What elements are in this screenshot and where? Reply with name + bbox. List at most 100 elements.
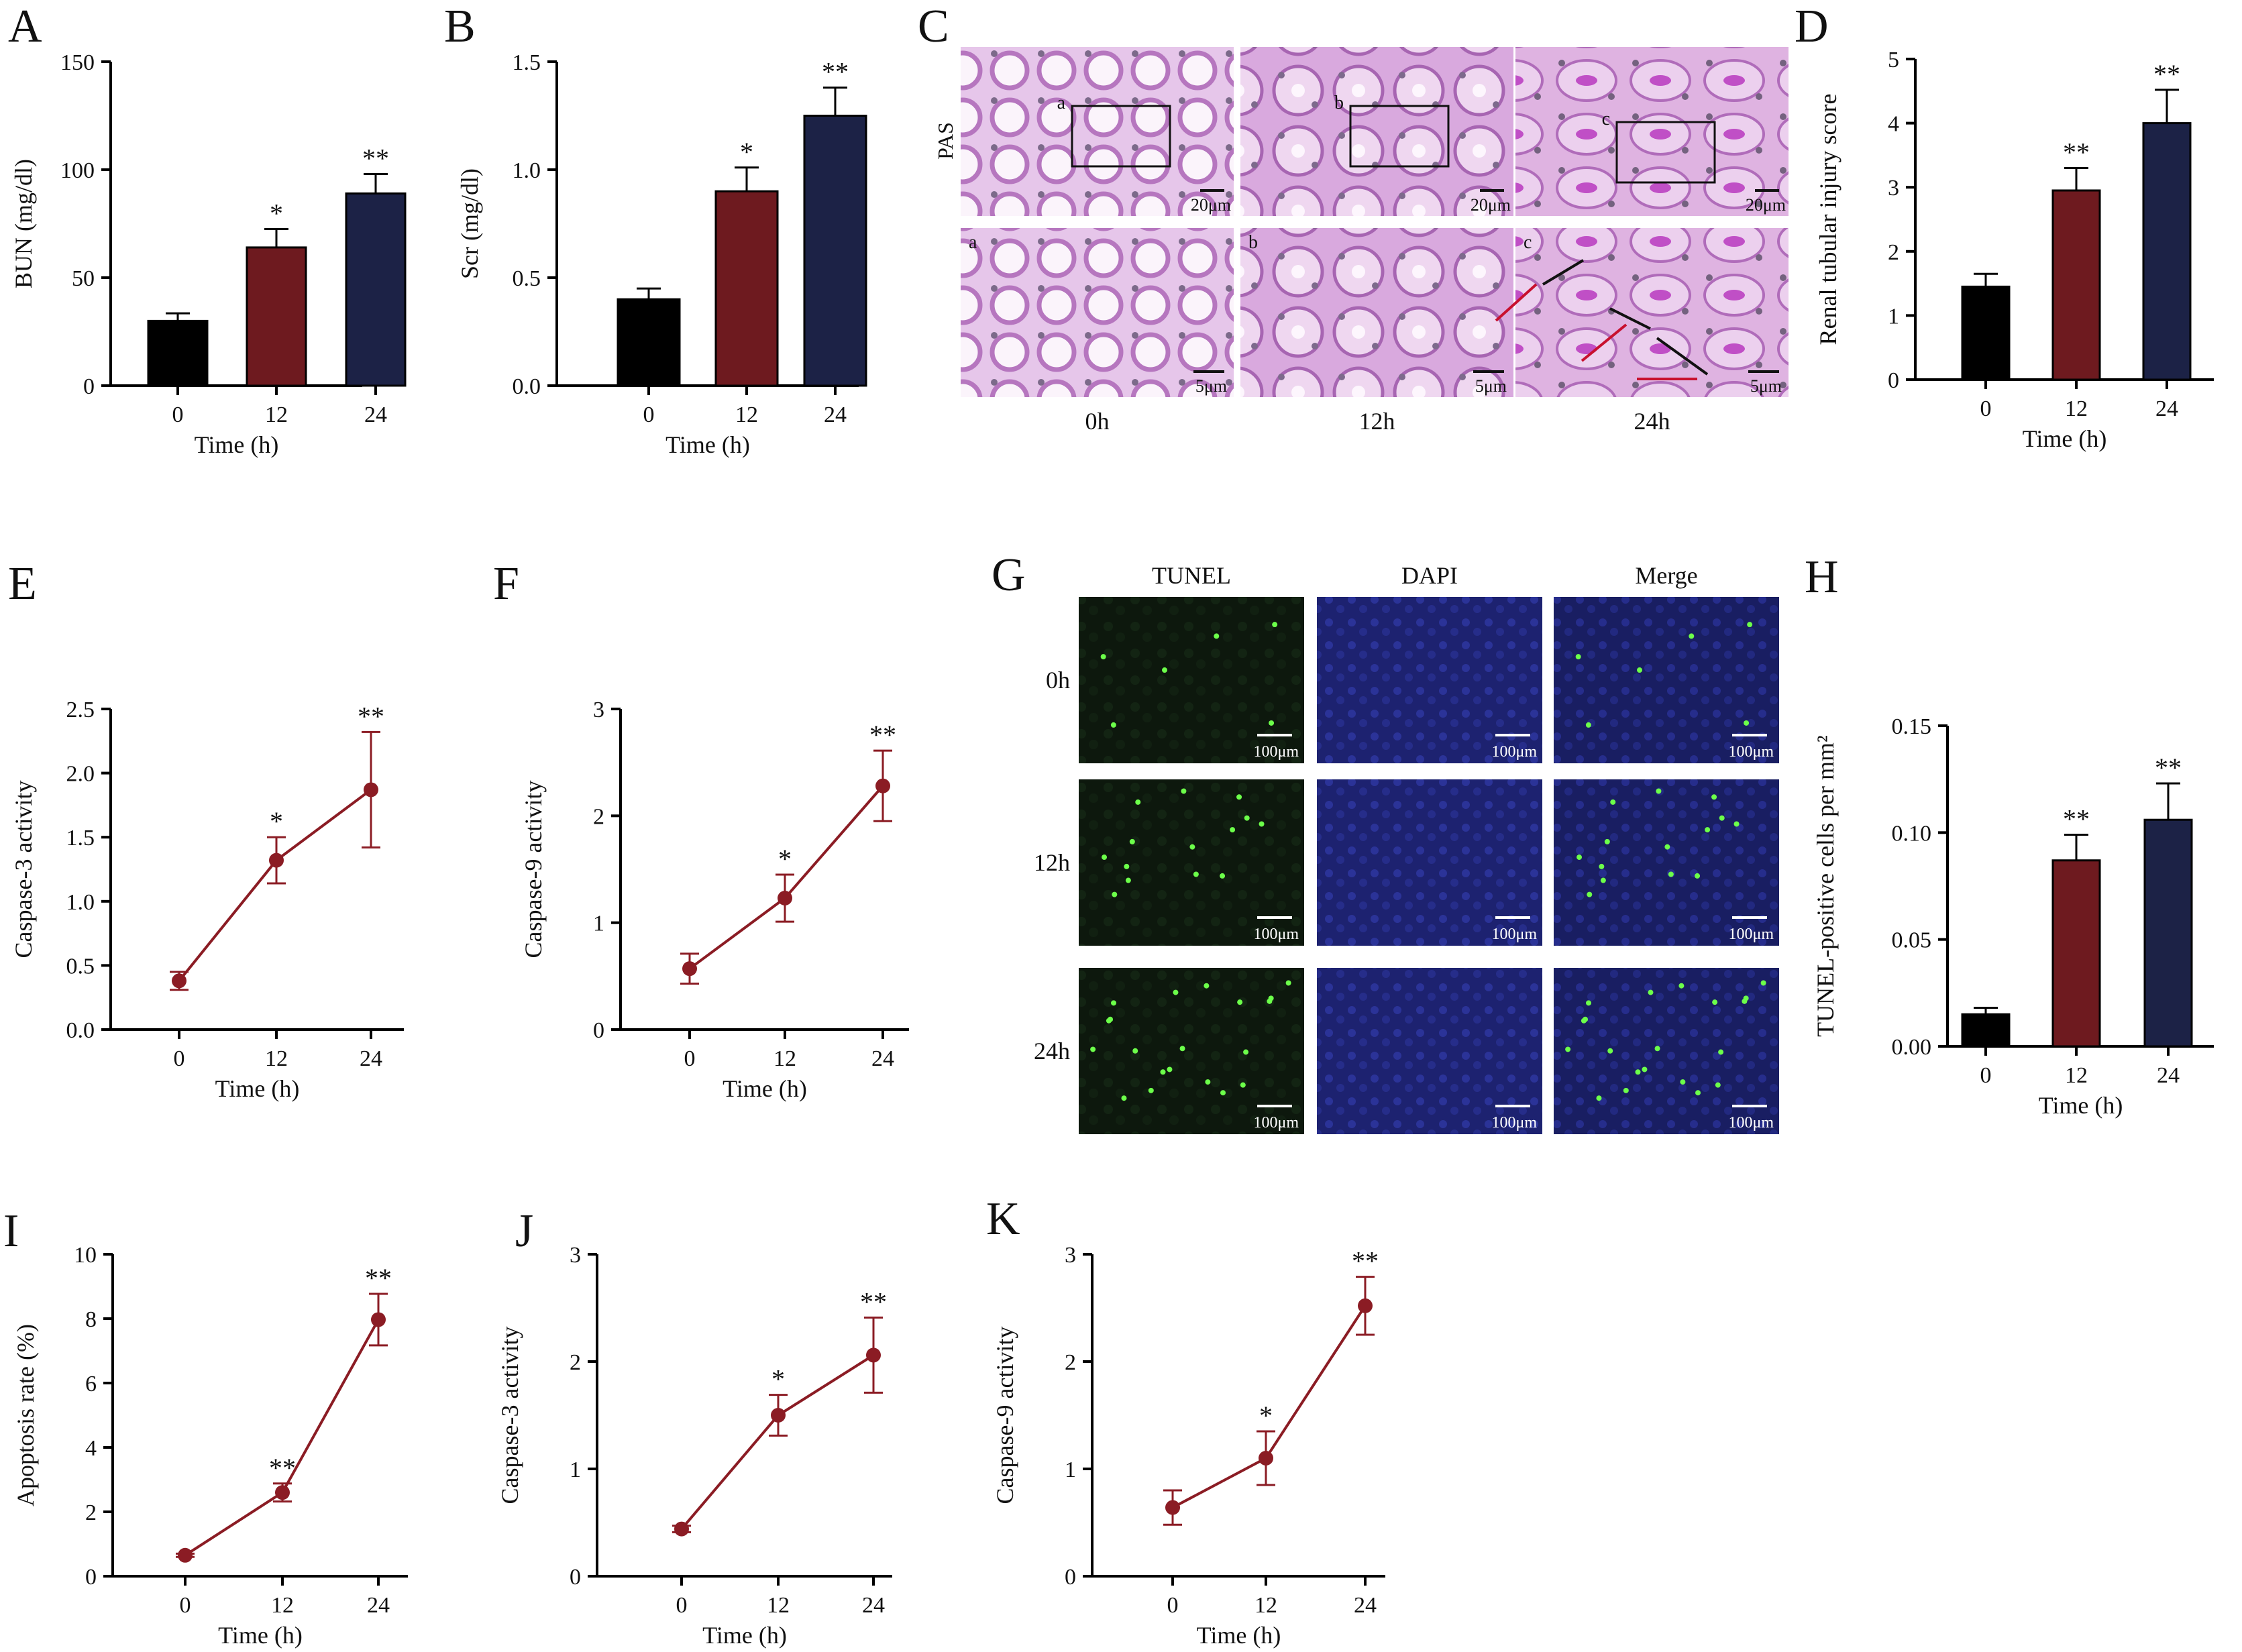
x-tick-label-J-0: 0 <box>676 1593 688 1618</box>
bar-H-1 <box>2051 859 2101 1048</box>
tunel-positive-dot <box>1181 788 1187 794</box>
pas-bottom-scale-label-2: 5μm <box>1750 376 1782 396</box>
pas-bottom-image-2 <box>1515 228 1789 397</box>
tunel-positive-dot <box>1607 1048 1613 1054</box>
tunel-col-header-0: TUNEL <box>1152 562 1231 589</box>
sig-label-H-2: ** <box>2155 753 2182 783</box>
x-axis-label-I: Time (h) <box>218 1622 303 1649</box>
tunel-scale-label: 100μm <box>1728 1114 1774 1132</box>
x-tick-label-D-2: 24 <box>2155 396 2178 421</box>
sig-label-H-1: ** <box>2063 804 2090 834</box>
panel-letter-E: E <box>8 558 37 610</box>
y-axis-label-E: Caspase-3 activity <box>10 781 37 958</box>
x-tick-label-A-0: 0 <box>172 402 184 427</box>
pas-top-image-0 <box>961 47 1234 216</box>
y-tick-label-B-0: 0.0 <box>513 374 541 399</box>
bar-D-0 <box>1961 285 2011 381</box>
tunel-positive-dot <box>1695 1090 1701 1096</box>
pas-top-image-2 <box>1515 47 1789 216</box>
chart-E: E 0.0 0.5 1.0 1.5 2.0 2.5 0 12 24 Time (h) Caspase-… <box>8 558 404 1102</box>
x-axis-label-K: Time (h) <box>1197 1622 1281 1649</box>
y-tick-label-J-3: 3 <box>570 1243 581 1268</box>
sig-label-B-2: ** <box>822 57 849 87</box>
x-axis-label-H: Time (h) <box>2039 1092 2123 1119</box>
y-tick-label-B-3: 1.5 <box>513 50 541 75</box>
y-tick-label-K-1: 1 <box>1065 1457 1076 1482</box>
tunel-positive-dot <box>1680 1079 1686 1085</box>
x-tick-label-K-1: 12 <box>1255 1593 1277 1618</box>
x-tick-label-A-2: 24 <box>364 402 387 427</box>
tunel-positive-dot <box>1656 788 1662 794</box>
y-tick-label-I-2: 4 <box>85 1436 97 1461</box>
sig-label-I-2: ** <box>365 1263 392 1293</box>
tunel-scale-label: 100μm <box>1728 926 1774 943</box>
y-axis-label-K: Caspase-9 activity <box>992 1327 1018 1504</box>
y-tick-label-D-4: 4 <box>1888 112 1899 137</box>
panel-g-tunel-micrographs: G TUNEL DAPI Merge 0h 12h 24h 100μm 100μm 100μm 10… <box>992 549 1779 1134</box>
sig-label-A-1: * <box>270 199 283 229</box>
sig-label-F-1: * <box>778 844 792 874</box>
pas-inset-box-2 <box>1615 121 1716 184</box>
tunel-positive-dot <box>1583 1016 1589 1022</box>
pas-top-scale-label-1: 20μm <box>1471 195 1511 215</box>
tunel-row-label-0: 0h <box>1046 667 1070 694</box>
y-tick-label-H-2: 0.10 <box>1892 821 1932 846</box>
panel-letter-D: D <box>1795 1 1829 52</box>
tunel-positive-dot <box>1654 1046 1660 1052</box>
bar-B-0 <box>617 298 681 387</box>
y-tick-label-B-2: 1.0 <box>513 158 541 183</box>
y-axis-label-F: Caspase-9 activity <box>520 781 547 958</box>
sig-label-F-2: ** <box>869 720 896 750</box>
pas-stain-label: PAS <box>933 122 957 160</box>
tunel-positive-dot <box>1267 998 1273 1004</box>
y-tick-label-D-1: 1 <box>1888 304 1899 329</box>
tunel-scale-label: 100μm <box>1253 926 1299 943</box>
y-tick-label-I-4: 8 <box>85 1307 97 1332</box>
x-axis-label-E: Time (h) <box>215 1075 300 1102</box>
pas-top-scale-label-0: 20μm <box>1191 195 1231 215</box>
y-tick-label-I-1: 2 <box>85 1500 97 1525</box>
pas-arrow-0 <box>1542 259 1585 286</box>
sig-label-K-2: ** <box>1352 1246 1379 1276</box>
x-tick-label-H-1: 12 <box>2065 1063 2088 1088</box>
tunel-positive-dot <box>1132 1048 1138 1054</box>
bar-D-2 <box>2142 122 2192 381</box>
x-axis-label-B: Time (h) <box>665 431 750 458</box>
data-point-I-0 <box>178 1547 193 1563</box>
x-tick-label-I-0: 0 <box>180 1593 191 1618</box>
pas-arrow-1 <box>1495 283 1538 322</box>
y-tick-label-A-0: 0 <box>83 374 95 399</box>
tunel-positive-dot <box>1712 999 1718 1005</box>
x-tick-label-F-1: 12 <box>773 1046 796 1071</box>
pas-arrow-3 <box>1581 323 1627 362</box>
tunel-positive-dot <box>1220 873 1226 879</box>
data-point-J-1 <box>771 1408 786 1423</box>
y-tick-label-E-2: 1.0 <box>66 890 95 915</box>
tunel-positive-dot <box>1747 622 1753 628</box>
tunel-positive-dot <box>1604 838 1610 844</box>
tunel-positive-dot <box>1718 1049 1724 1055</box>
tunel-positive-dot <box>1577 855 1583 861</box>
tunel-positive-dot <box>1090 1046 1096 1052</box>
x-tick-label-H-2: 24 <box>2157 1063 2180 1088</box>
data-point-F-2 <box>875 778 890 793</box>
panel-letter-K: K <box>986 1193 1020 1245</box>
tunel-positive-dot <box>1715 1082 1721 1088</box>
y-tick-label-E-0: 0.0 <box>66 1018 95 1043</box>
tunel-positive-dot <box>1121 1095 1127 1101</box>
pas-inset-box-letter-2: c <box>1602 109 1610 129</box>
tunel-positive-dot <box>1129 838 1135 844</box>
tunel-image-r2-c1 <box>1317 968 1542 1134</box>
panel-letter-I: I <box>3 1205 19 1257</box>
y-tick-label-H-1: 0.05 <box>1892 928 1932 953</box>
x-tick-label-A-1: 12 <box>265 402 288 427</box>
data-point-J-2 <box>866 1347 881 1363</box>
tunel-positive-dot <box>1193 871 1199 877</box>
y-tick-label-J-0: 0 <box>570 1565 581 1590</box>
tunel-positive-dot <box>1205 1079 1211 1085</box>
sig-label-A-2: ** <box>362 143 389 173</box>
